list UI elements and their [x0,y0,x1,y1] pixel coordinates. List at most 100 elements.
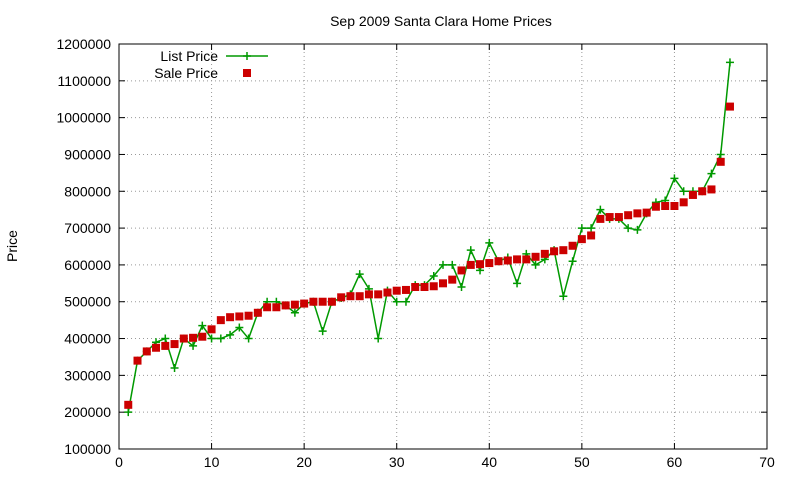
x-tick-label: 50 [574,454,590,470]
legend-item-sale-price: Sale Price [154,65,251,81]
sale-price-point [364,290,373,299]
list-price-point [401,297,410,306]
sale-price-point [614,213,623,222]
sale-price-point [651,202,660,211]
list-price-point [513,279,522,288]
list-price-point [485,238,494,247]
list-price-point [577,224,586,233]
sale-price-point [401,285,410,294]
sale-price-point [577,235,586,244]
sale-price-point [142,347,151,356]
sale-price-point [300,299,309,308]
list-price-point [170,364,179,372]
sale-price-point [429,282,438,291]
sale-price-point [670,202,679,210]
sale-price-point [485,259,494,268]
sale-price-point [476,260,485,269]
y-tick-labels: 100000 200000 300000 400000 500000 600000 7000… [56,36,111,457]
x-tick-label: 40 [481,454,497,470]
y-tick-label: 1200000 [56,36,111,52]
sale-price-point [457,266,466,275]
sale-price-point [235,312,244,321]
sale-price-point [374,290,383,299]
sale-price-point [494,257,503,266]
list-price-line [127,62,731,413]
list-price-point [439,260,447,269]
list-price-point [355,270,364,279]
sale-price-point [179,334,188,343]
legend-marker-sale-price [243,69,251,77]
list-price-point [633,225,642,234]
list-price-point [235,323,244,332]
y-tick-label: 1000000 [56,110,111,126]
list-price-point [374,334,383,343]
sale-price-point [531,252,540,261]
x-tick-label: 30 [389,454,405,470]
sale-price-point [698,187,707,196]
y-tick-label: 100000 [64,441,111,457]
sale-price-point [226,313,235,322]
sale-price-point [411,283,420,291]
sale-price-point [189,333,198,342]
sale-price-point [513,255,522,264]
list-price-point [587,224,596,233]
list-price-series [124,58,734,417]
sale-price-point [642,208,651,217]
sale-price-point [559,246,568,255]
sale-price-point [392,286,401,295]
y-tick-label: 400000 [64,331,111,347]
sale-price-point [550,247,559,256]
sale-price-point [716,157,725,166]
sale-price-point [337,293,346,302]
list-price-point [216,334,225,343]
list-price-point [244,334,253,343]
list-price-point [679,187,688,196]
sale-price-point [133,356,142,365]
chart-title: Sep 2009 Santa Clara Home Prices [330,13,552,29]
plot-frame [118,43,768,450]
sale-price-point [124,400,133,409]
x-tick-label: 70 [759,454,775,470]
y-tick-label: 900000 [64,146,111,162]
sale-price-point [244,311,253,320]
y-tick-label: 800000 [64,183,111,199]
sale-price-point [420,283,429,291]
x-tick-label: 60 [667,454,683,470]
y-tick-label: 700000 [64,220,111,236]
list-price-point [290,308,299,317]
sale-price-point [161,341,170,350]
list-price-point [392,297,401,306]
sale-price-point [596,214,605,223]
x-tick-labels: 0 10 20 30 40 50 60 70 [115,454,775,470]
y-axis-title: Price [4,230,20,262]
sale-price-point [272,303,281,312]
grid-lines [119,44,767,449]
sale-price-point [170,340,179,349]
list-price-point [226,330,235,339]
sale-price-point [290,300,299,309]
sale-price-point [152,343,161,352]
sale-price-point [522,255,531,264]
sale-price-point [587,231,596,240]
y-tick-label: 500000 [64,294,111,310]
y-tick-label: 300000 [64,367,111,383]
sale-price-point [448,275,457,284]
legend-label-list-price: List Price [160,48,218,64]
y-tick-label: 1100000 [58,73,112,89]
x-tick-label: 10 [204,454,220,470]
y-tick-label: 200000 [64,404,111,420]
sale-price-point [540,249,549,258]
sale-price-point [253,308,262,317]
sale-price-point [707,185,716,194]
list-price-point [207,334,216,343]
list-price-point [716,150,725,159]
sale-price-point [688,190,697,199]
list-price-point [531,260,540,269]
sale-price-series [124,102,734,409]
list-price-point [568,257,577,266]
sale-price-point [633,209,642,218]
sale-price-point [439,279,447,288]
list-price-point [670,174,679,183]
sale-price-point [263,303,272,312]
